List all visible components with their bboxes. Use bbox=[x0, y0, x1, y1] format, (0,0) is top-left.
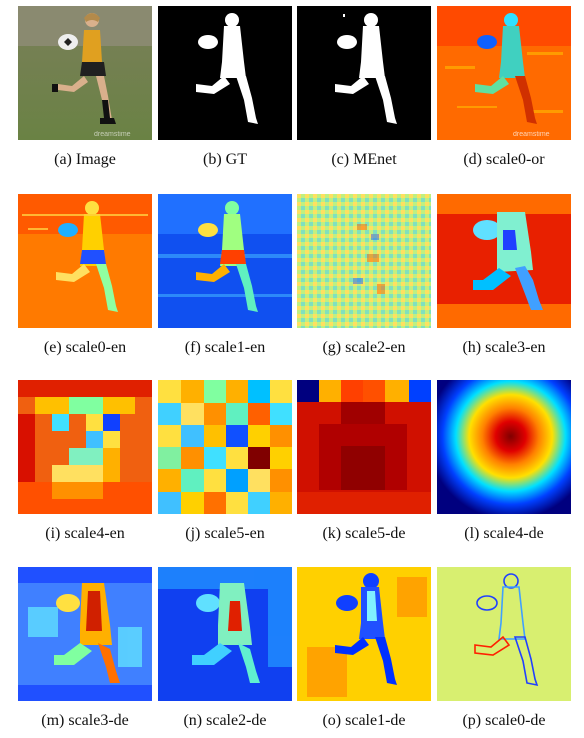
panel-o-image bbox=[297, 567, 431, 701]
panel-d-image: dreamstime bbox=[437, 6, 571, 140]
caption-g: (g) scale2-en bbox=[322, 339, 406, 356]
heatmap-scale0-or: dreamstime bbox=[437, 6, 571, 140]
photo-soccer-girl: dreamstime bbox=[18, 6, 152, 140]
caption-n: (n) scale2-de bbox=[183, 712, 267, 729]
caption-m: (m) scale3-de bbox=[41, 712, 129, 729]
heatmap-scale1-de bbox=[297, 567, 431, 701]
heatmap-scale3-de bbox=[18, 567, 152, 701]
svg-text:dreamstime: dreamstime bbox=[94, 131, 131, 138]
heatmap-scale5-en bbox=[158, 380, 292, 514]
heatmap-scale1-en bbox=[158, 194, 292, 328]
heatmap-scale2-de bbox=[158, 567, 292, 701]
caption-c: (c) MEnet bbox=[331, 151, 397, 168]
panel-i-image bbox=[18, 380, 152, 514]
panel-k-image bbox=[297, 380, 431, 514]
caption-a: (a) Image bbox=[54, 151, 116, 168]
heatmap-scale4-en bbox=[18, 380, 152, 514]
heatmap-scale5-de bbox=[297, 380, 431, 514]
panel-c-image bbox=[297, 6, 431, 140]
panel-e-image bbox=[18, 194, 152, 328]
panel-l-image bbox=[437, 380, 571, 514]
panel-j-image bbox=[158, 380, 292, 514]
panel-h-image bbox=[437, 194, 571, 328]
svg-text:dreamstime: dreamstime bbox=[513, 131, 550, 138]
panel-p-image bbox=[437, 567, 571, 701]
caption-p: (p) scale0-de bbox=[462, 712, 546, 729]
caption-b: (b) GT bbox=[203, 151, 247, 168]
panel-n-image bbox=[158, 567, 292, 701]
heatmap-scale4-de bbox=[437, 380, 571, 514]
menet-saliency-map bbox=[297, 6, 431, 140]
caption-e: (e) scale0-en bbox=[43, 339, 127, 356]
caption-o: (o) scale1-de bbox=[322, 712, 406, 729]
caption-l: (l) scale4-de bbox=[464, 525, 544, 542]
panel-g-image bbox=[297, 194, 431, 328]
caption-d: (d) scale0-or bbox=[463, 151, 545, 168]
heatmap-scale3-en bbox=[437, 194, 571, 328]
heatmap-scale0-en bbox=[18, 194, 152, 328]
caption-k: (k) scale5-de bbox=[322, 525, 406, 542]
caption-f: (f) scale1-en bbox=[184, 339, 266, 356]
heatmap-scale0-de bbox=[437, 567, 571, 701]
panel-f-image bbox=[158, 194, 292, 328]
caption-j: (j) scale5-en bbox=[185, 525, 265, 542]
ground-truth-mask bbox=[158, 6, 292, 140]
heatmap-scale2-en bbox=[297, 194, 431, 328]
panel-b-image bbox=[158, 6, 292, 140]
panel-m-image bbox=[18, 567, 152, 701]
panel-a-image: dreamstime bbox=[18, 6, 152, 140]
caption-h: (h) scale3-en bbox=[462, 339, 546, 356]
caption-i: (i) scale4-en bbox=[45, 525, 125, 542]
